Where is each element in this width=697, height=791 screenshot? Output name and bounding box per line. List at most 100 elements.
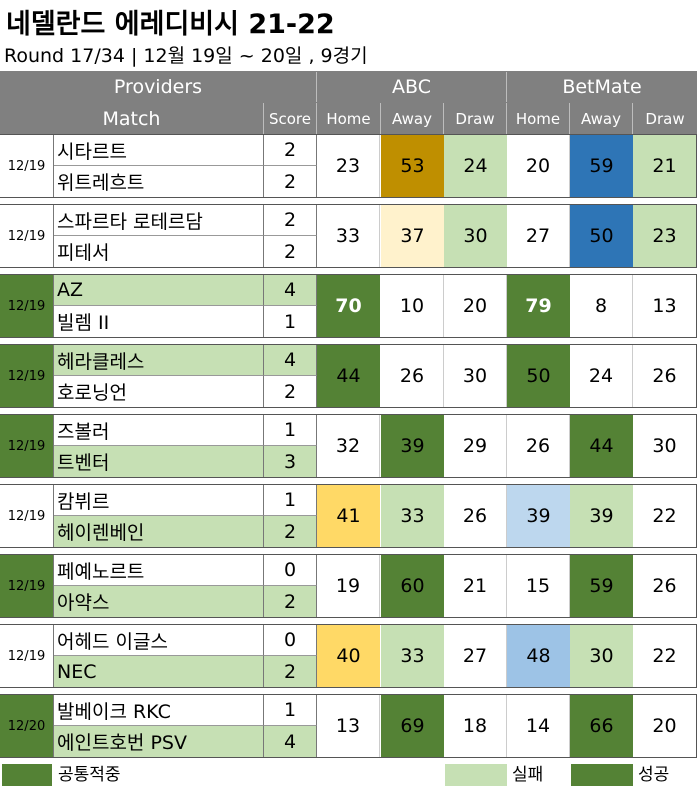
match-date: 12/19 (0, 485, 54, 547)
home-team: AZ (54, 275, 264, 306)
abc-home-pct: 40 (317, 625, 380, 687)
betmate-home-pct: 20 (507, 135, 570, 197)
abc-away-pct: 39 (381, 415, 444, 477)
betmate-home-pct: 27 (507, 205, 570, 267)
home-score: 4 (264, 345, 317, 376)
match-date: 12/19 (0, 275, 54, 337)
abc-home-pct: 19 (317, 555, 380, 617)
home-score: 0 (264, 555, 317, 586)
betmate-draw-pct: 26 (633, 555, 696, 617)
match-date: 12/19 (0, 415, 54, 477)
away-score: 2 (264, 656, 317, 687)
away-team: 트벤터 (54, 446, 264, 477)
betmate-home-pct: 15 (507, 555, 570, 617)
betmate-away-pct: 39 (570, 485, 633, 547)
match-date: 12/19 (0, 135, 54, 197)
betmate-home-pct: 26 (507, 415, 570, 477)
abc-draw-pct: 18 (444, 695, 507, 757)
betmate-draw-pct: 20 (633, 695, 696, 757)
betmate-away-pct: 59 (570, 555, 633, 617)
match-row: 12/19 AZ 빌렘 II 4 1 70 10 20 79 8 13 (0, 274, 697, 338)
header-abc-draw: Draw (444, 103, 507, 134)
home-score: 0 (264, 625, 317, 656)
abc-away-pct: 60 (381, 555, 444, 617)
abc-away-pct: 33 (381, 485, 444, 547)
home-team: 발베이크 RKC (54, 695, 264, 726)
betmate-draw-pct: 26 (633, 345, 696, 407)
home-team: 어헤드 이글스 (54, 625, 264, 656)
away-team: 위트레흐트 (54, 166, 264, 197)
betmate-away-pct: 24 (570, 345, 633, 407)
match-row: 12/19 헤라클레스 호로닝언 4 2 44 26 30 50 24 26 (0, 344, 697, 408)
betmate-draw-pct: 22 (633, 485, 696, 547)
header-abc-away: Away (381, 103, 444, 134)
header-providers: Providers (0, 72, 317, 102)
match-date: 12/20 (0, 695, 54, 757)
legend-swatch-success (571, 764, 633, 786)
away-score: 3 (264, 446, 317, 477)
home-score: 1 (264, 485, 317, 516)
match-row: 12/19 캄뷔르 헤이렌베인 1 2 41 33 26 39 39 22 (0, 484, 697, 548)
header-abc: ABC (317, 72, 507, 102)
betmate-draw-pct: 21 (633, 135, 696, 197)
abc-away-pct: 33 (381, 625, 444, 687)
match-row: 12/19 시타르트 위트레흐트 2 2 23 53 24 20 59 21 (0, 134, 697, 198)
home-score: 2 (264, 205, 317, 236)
away-team: 빌렘 II (54, 306, 264, 337)
away-score: 2 (264, 516, 317, 547)
header-match: Match (0, 103, 264, 134)
abc-home-pct: 33 (317, 205, 380, 267)
betmate-draw-pct: 13 (633, 275, 696, 337)
abc-away-pct: 69 (381, 695, 444, 757)
away-team: NEC (54, 656, 264, 687)
match-row: 12/20 발베이크 RKC 에인트호번 PSV 1 4 13 69 18 14 66 20 (0, 694, 697, 758)
match-date: 12/19 (0, 555, 54, 617)
away-team: 헤이렌베인 (54, 516, 264, 547)
abc-draw-pct: 27 (444, 625, 507, 687)
betmate-away-pct: 30 (570, 625, 633, 687)
abc-away-pct: 26 (381, 345, 444, 407)
abc-draw-pct: 21 (444, 555, 507, 617)
betmate-home-pct: 14 (507, 695, 570, 757)
away-score: 4 (264, 726, 317, 757)
header-abc-home: Home (317, 103, 381, 134)
betmate-away-pct: 66 (570, 695, 633, 757)
betmate-away-pct: 59 (570, 135, 633, 197)
betmate-away-pct: 50 (570, 205, 633, 267)
header-betmate-away: Away (570, 103, 633, 134)
away-team: 피테서 (54, 236, 264, 267)
page-title: 네델란드 에레디비시 21-22 (6, 9, 335, 40)
abc-draw-pct: 30 (444, 205, 507, 267)
home-score: 1 (264, 695, 317, 726)
betmate-home-pct: 39 (507, 485, 570, 547)
legend-label-fail: 실패 (512, 765, 544, 785)
abc-home-pct: 70 (317, 275, 380, 337)
legend-label-success: 성공 (638, 765, 670, 785)
home-team: 스파르타 로테르담 (54, 205, 264, 236)
betmate-home-pct: 79 (507, 275, 570, 337)
abc-home-pct: 44 (317, 345, 380, 407)
abc-draw-pct: 24 (444, 135, 507, 197)
home-team: 캄뷔르 (54, 485, 264, 516)
legend-swatch-common-hit (2, 764, 52, 786)
abc-away-pct: 10 (381, 275, 444, 337)
header-betmate-home: Home (507, 103, 570, 134)
match-row: 12/19 스파르타 로테르담 피테서 2 2 33 37 30 27 50 23 (0, 204, 697, 268)
away-score: 2 (264, 586, 317, 617)
home-score: 1 (264, 415, 317, 446)
abc-draw-pct: 26 (444, 485, 507, 547)
home-team: 페예노르트 (54, 555, 264, 586)
away-score: 2 (264, 236, 317, 267)
match-row: 12/19 즈볼러 트벤터 1 3 32 39 29 26 44 30 (0, 414, 697, 478)
away-team: 호로닝언 (54, 376, 264, 407)
abc-draw-pct: 30 (444, 345, 507, 407)
round-subtitle: Round 17/34 | 12월 19일 ~ 20일 , 9경기 (4, 45, 368, 67)
abc-draw-pct: 29 (444, 415, 507, 477)
match-row: 12/19 페예노르트 아약스 0 2 19 60 21 15 59 26 (0, 554, 697, 618)
header-betmate: BetMate (507, 72, 697, 102)
home-score: 4 (264, 275, 317, 306)
away-score: 2 (264, 376, 317, 407)
betmate-draw-pct: 22 (633, 625, 696, 687)
betmate-away-pct: 8 (570, 275, 633, 337)
match-date: 12/19 (0, 345, 54, 407)
